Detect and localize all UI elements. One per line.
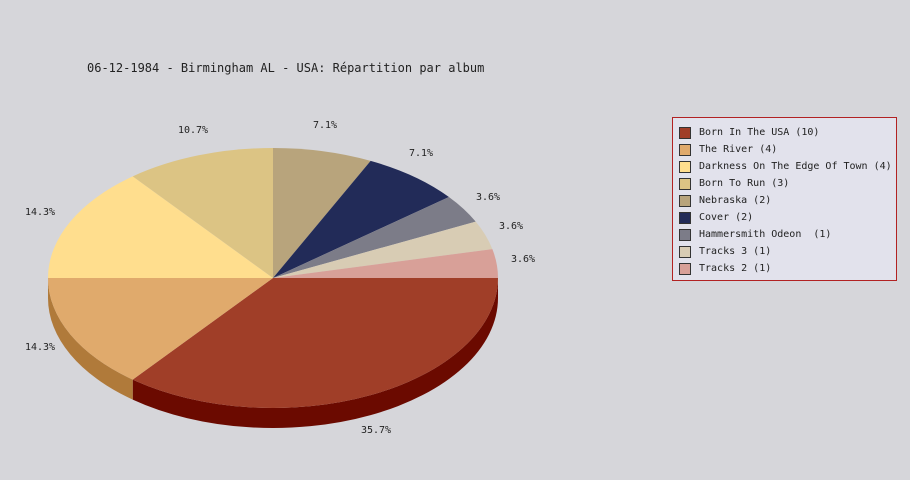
legend-label: Tracks 2 (1)	[699, 263, 772, 274]
legend-item-6: Hammersmith Odeon (1)	[679, 226, 896, 243]
legend-label: Darkness On The Edge Of Town (4)	[699, 161, 892, 172]
chart-title: 06-12-1984 - Birmingham AL - USA: Répart…	[87, 61, 485, 75]
legend-label: Nebraska (2)	[699, 195, 772, 206]
legend-swatch	[679, 160, 691, 173]
pie-side-1	[48, 278, 133, 400]
legend-swatch	[679, 126, 691, 139]
pie-slices	[48, 148, 499, 409]
slice-percent-label-8: 3.6%	[511, 254, 535, 265]
slice-percent-label-0: 35.7%	[361, 425, 391, 436]
legend-swatch	[679, 228, 691, 241]
legend-swatch	[679, 262, 691, 275]
slice-percent-label-7: 3.6%	[499, 221, 523, 232]
legend-label: Cover (2)	[699, 212, 754, 223]
legend-item-0: Born In The USA (10)	[679, 124, 896, 141]
pie-slice-6	[273, 196, 476, 278]
legend-item-3: Born To Run (3)	[679, 175, 896, 192]
pie-slice-0	[132, 278, 499, 409]
slice-percent-label-4: 7.1%	[313, 120, 337, 131]
slice-percent-label-6: 3.6%	[476, 192, 500, 203]
legend-swatch	[679, 143, 691, 156]
legend-swatch	[679, 194, 691, 207]
legend-label: Born To Run (3)	[699, 178, 790, 189]
pie-slice-4	[273, 148, 371, 278]
pie-sides	[48, 278, 499, 428]
slice-percent-label-1: 14.3%	[25, 342, 55, 353]
pie-slice-2	[48, 176, 273, 278]
slice-percent-label-5: 7.1%	[409, 148, 433, 159]
pie-slice-3	[132, 148, 273, 278]
pie-slice-7	[273, 221, 493, 278]
pie-chart: 35.7% 14.3% 14.3% 10.7% 7.1% 7.1% 3.6% 3.6% 3.6%	[25, 120, 535, 436]
pie-slice-8	[273, 249, 498, 278]
chart-legend: Born In The USA (10) The River (4) Darknes…	[672, 117, 897, 281]
legend-label: Hammersmith Odeon (1)	[699, 229, 832, 240]
legend-item-5: Cover (2)	[679, 209, 896, 226]
pie-side-0	[132, 278, 499, 428]
pie-slice-5	[273, 160, 449, 278]
legend-item-4: Nebraska (2)	[679, 192, 896, 209]
slice-percent-label-2: 14.3%	[25, 207, 55, 218]
legend-item-7: Tracks 3 (1)	[679, 243, 896, 260]
legend-swatch	[679, 245, 691, 258]
slice-percent-label-3: 10.7%	[178, 125, 208, 136]
legend-label: The River (4)	[699, 144, 778, 155]
legend-swatch	[679, 211, 691, 224]
pie-slice-1	[48, 278, 273, 380]
legend-label: Born In The USA (10)	[699, 127, 820, 138]
legend-item-1: The River (4)	[679, 141, 896, 158]
legend-label: Tracks 3 (1)	[699, 246, 772, 257]
legend-item-8: Tracks 2 (1)	[679, 260, 896, 277]
legend-swatch	[679, 177, 691, 190]
legend-item-2: Darkness On The Edge Of Town (4)	[679, 158, 896, 175]
